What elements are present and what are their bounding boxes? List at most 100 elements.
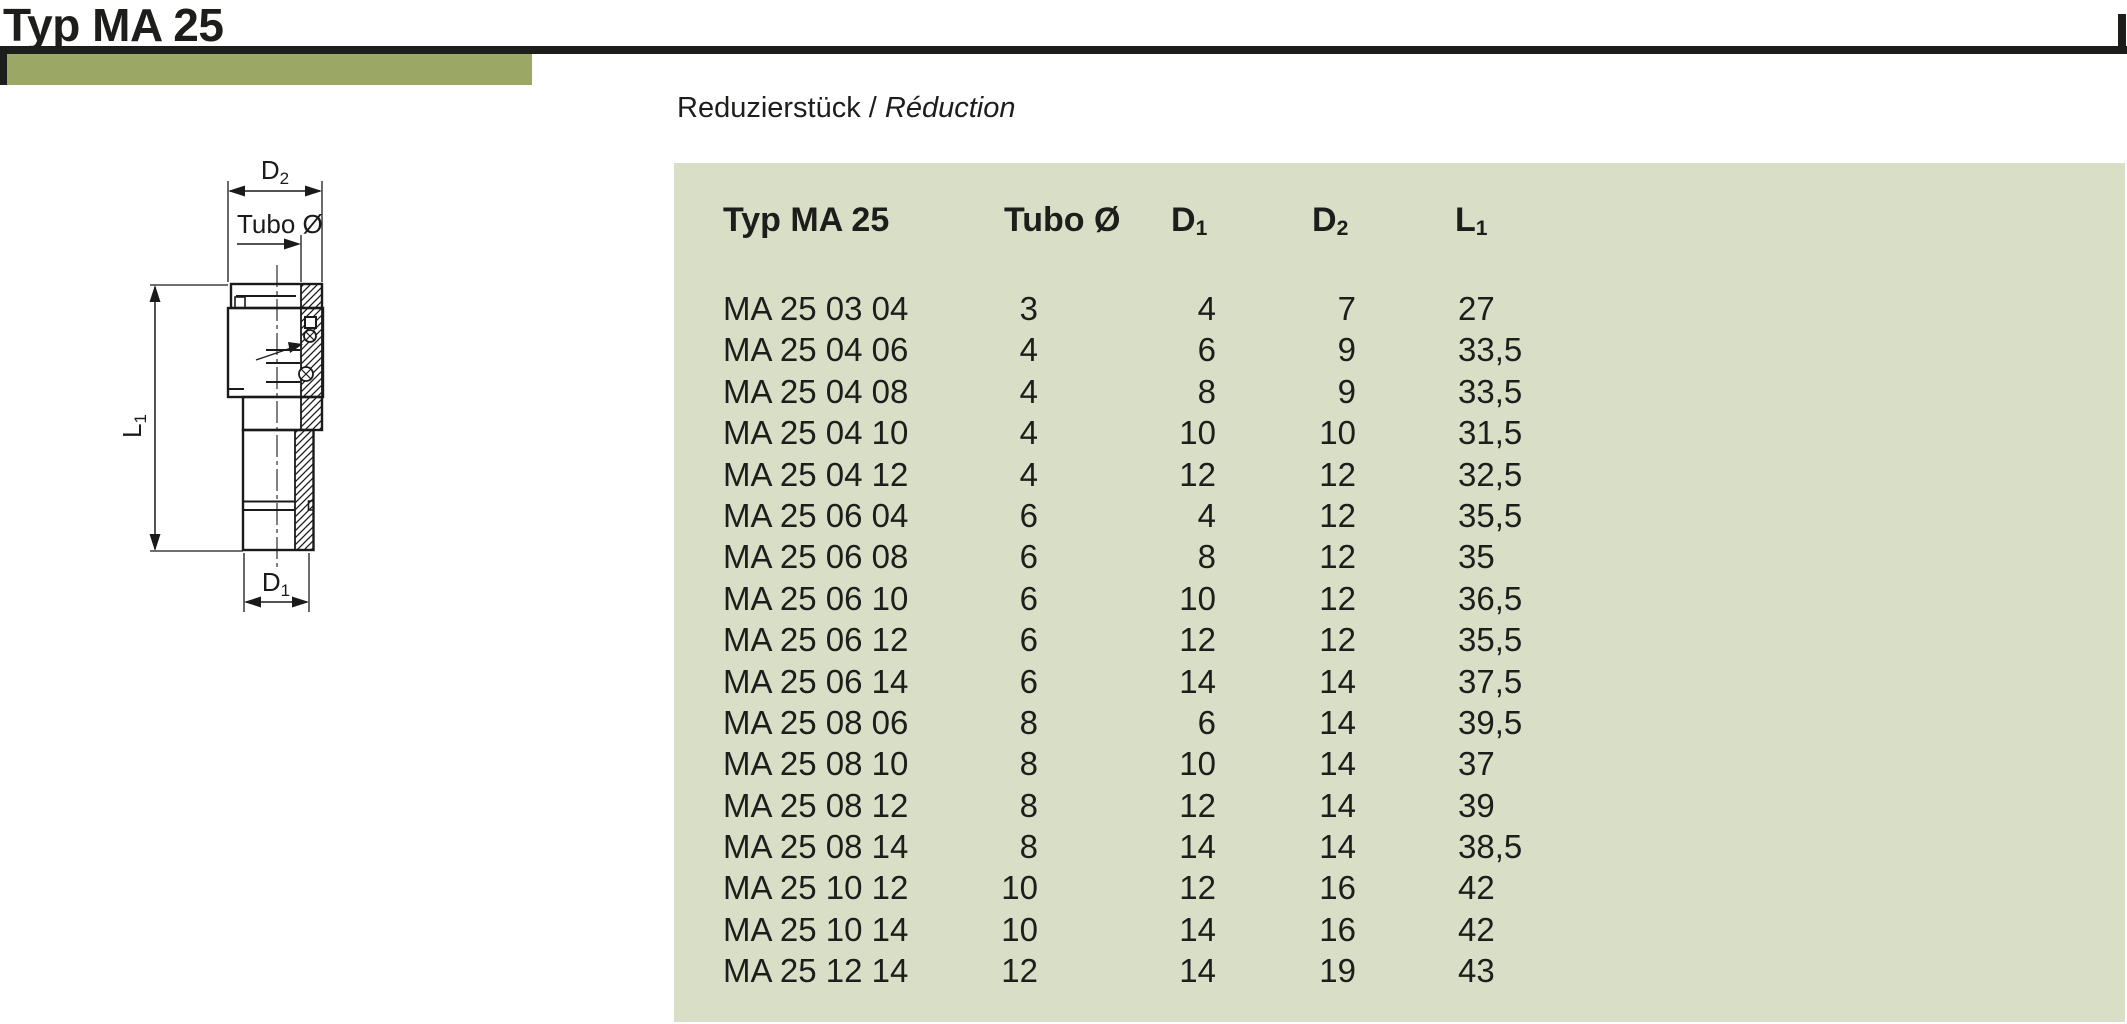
table-row: MA 25 04 08 4 8 9 33,5 [674, 371, 2125, 412]
cell-tubo: 4 [1019, 372, 1038, 410]
cell-name: MA 25 10 12 [723, 869, 909, 907]
cell-d2: 9 [1337, 331, 1356, 369]
cell-d1: 14 [1179, 952, 1216, 990]
cell-l1: 35,5 [1458, 496, 1523, 534]
cell-d2: 16 [1319, 869, 1356, 907]
cell-d1: 12 [1179, 621, 1216, 659]
cell-d2: 12 [1319, 579, 1356, 617]
table-row: MA 25 06 04 6 4 12 35,5 [674, 495, 2125, 536]
section-subtitle: Reduzierstück / Réduction [677, 92, 1016, 125]
cell-d1: 14 [1179, 910, 1216, 948]
table-row: MA 25 06 14 6 14 14 37,5 [674, 661, 2125, 702]
cell-d1: 12 [1179, 786, 1216, 824]
cell-l1: 32,5 [1458, 455, 1523, 493]
dim-d2-label: D2 [261, 155, 289, 188]
table-row: MA 25 08 10 8 10 14 37 [674, 743, 2125, 784]
table-row: MA 25 03 04 3 4 7 27 [674, 288, 2125, 329]
subtitle-german: Reduzierstück [677, 92, 861, 124]
cell-name: MA 25 06 08 [723, 538, 909, 576]
cell-d2: 12 [1319, 621, 1356, 659]
cell-d1: 14 [1179, 828, 1216, 866]
subtitle-separator: / [860, 92, 885, 124]
cell-tubo: 8 [1019, 786, 1038, 824]
cell-d2: 14 [1319, 662, 1356, 700]
dim-l1 [149, 284, 243, 552]
table-row: MA 25 08 14 8 14 14 38,5 [674, 826, 2125, 867]
cell-d2: 14 [1319, 703, 1356, 741]
cell-tubo: 4 [1019, 414, 1038, 452]
cell-name: MA 25 04 10 [723, 414, 909, 452]
cell-d2: 12 [1319, 538, 1356, 576]
column-header-d2: D2 [1312, 201, 1349, 240]
cell-l1: 27 [1458, 290, 1495, 327]
cell-name: MA 25 08 10 [723, 745, 909, 783]
table-row: MA 25 04 06 4 6 9 33,5 [674, 329, 2125, 370]
cell-name: MA 25 08 14 [723, 828, 909, 866]
cell-d1: 6 [1197, 331, 1216, 369]
cell-tubo: 6 [1019, 496, 1038, 534]
cell-name: MA 25 04 06 [723, 331, 909, 369]
cell-d1: 10 [1179, 745, 1216, 783]
cell-tubo: 10 [1001, 869, 1038, 907]
table-row: MA 25 08 06 8 6 14 39,5 [674, 702, 2125, 743]
cell-name: MA 25 04 12 [723, 455, 909, 493]
cell-tubo: 4 [1019, 455, 1038, 493]
cell-tubo: 6 [1019, 579, 1038, 617]
cell-d1: 12 [1179, 455, 1216, 493]
dim-l1-label: L1 [117, 414, 150, 438]
table-row: MA 25 06 10 6 10 12 36,5 [674, 578, 2125, 619]
page-title: Typ MA 25 [3, 0, 224, 51]
dim-tubo-arrow [237, 235, 302, 282]
cell-d2: 19 [1319, 952, 1356, 990]
cell-d1: 4 [1197, 496, 1216, 534]
cell-d1: 14 [1179, 662, 1216, 700]
table-row: MA 25 04 10 4 10 10 31,5 [674, 412, 2125, 453]
column-header-typ: Typ MA 25 [723, 201, 890, 239]
cell-tubo: 12 [1001, 952, 1038, 990]
cell-d2: 16 [1319, 910, 1356, 948]
table-rows: MA 25 03 04 3 4 7 27 MA 25 04 06 4 6 9 33,5 MA 25 … [674, 288, 2125, 992]
cell-d2: 12 [1319, 496, 1356, 534]
cell-d1: 6 [1197, 703, 1216, 741]
cell-name: MA 25 03 04 [723, 290, 909, 327]
cell-d1: 10 [1179, 414, 1216, 452]
cell-l1: 39,5 [1458, 703, 1523, 741]
cell-l1: 31,5 [1458, 414, 1523, 452]
cell-l1: 42 [1458, 869, 1495, 907]
top-rule-line [0, 46, 2127, 54]
cell-name: MA 25 04 08 [723, 372, 909, 410]
cell-d2: 14 [1319, 745, 1356, 783]
cell-d2: 14 [1319, 786, 1356, 824]
cell-d1: 10 [1179, 579, 1216, 617]
cell-d2: 12 [1319, 455, 1356, 493]
cell-name: MA 25 10 14 [723, 910, 909, 948]
cell-tubo: 6 [1019, 538, 1038, 576]
olive-accent-bar [7, 54, 532, 85]
cell-tubo: 6 [1019, 662, 1038, 700]
dim-d2 [227, 181, 323, 282]
cell-l1: 35,5 [1458, 621, 1523, 659]
top-rule-left-tick [0, 46, 7, 85]
cell-tubo: 8 [1019, 703, 1038, 741]
cell-l1: 39 [1458, 786, 1495, 824]
dim-d1-label: D1 [262, 567, 290, 600]
table-row: MA 25 06 12 6 12 12 35,5 [674, 619, 2125, 660]
cell-tubo: 3 [1019, 290, 1038, 327]
cell-l1: 33,5 [1458, 372, 1523, 410]
cell-tubo: 8 [1019, 828, 1038, 866]
table-row: MA 25 06 08 6 8 12 35 [674, 536, 2125, 577]
cell-tubo: 8 [1019, 745, 1038, 783]
cell-l1: 36,5 [1458, 579, 1523, 617]
cell-name: MA 25 08 06 [723, 703, 909, 741]
cell-d2: 9 [1337, 372, 1356, 410]
cell-d2: 10 [1319, 414, 1356, 452]
table-row: MA 25 10 12 10 12 16 42 [674, 867, 2125, 908]
product-table-panel: Typ MA 25 Tubo Ø D1 D2 L1 MA 25 03 04 3 4 7… [674, 163, 2125, 1022]
cell-l1: 43 [1458, 952, 1495, 990]
cell-l1: 35 [1458, 538, 1495, 576]
cell-l1: 38,5 [1458, 828, 1523, 866]
cell-d2: 7 [1337, 290, 1356, 327]
cell-name: MA 25 06 12 [723, 621, 909, 659]
cell-d1: 8 [1197, 538, 1216, 576]
cell-l1: 37,5 [1458, 662, 1523, 700]
